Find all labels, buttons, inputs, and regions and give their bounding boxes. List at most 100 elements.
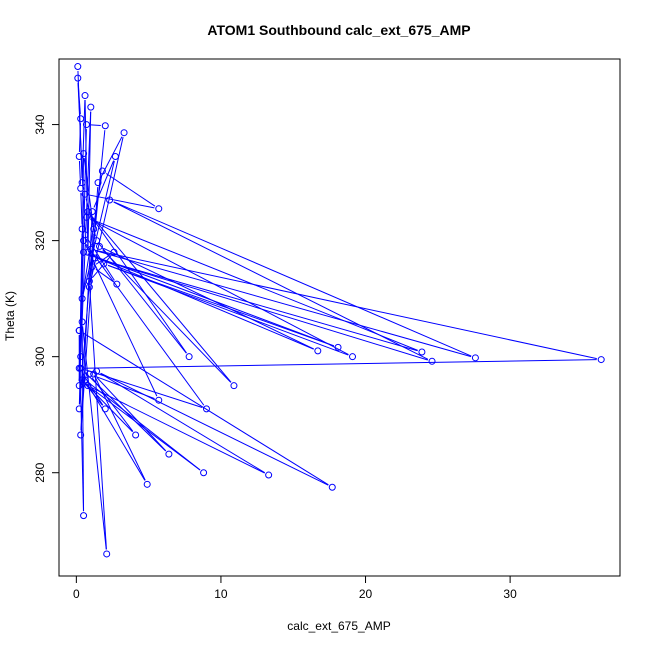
series-segment — [83, 359, 597, 369]
data-point — [334, 343, 342, 351]
data-point — [80, 512, 88, 520]
series-segment — [90, 124, 101, 126]
series-segment — [113, 201, 472, 357]
data-point — [265, 471, 273, 479]
y-tick-label: 280 — [33, 462, 47, 482]
data-point — [98, 167, 106, 175]
series-segment — [90, 219, 349, 356]
data-point — [106, 196, 114, 204]
series-segment — [77, 82, 81, 115]
series-segment — [90, 215, 187, 354]
data-point — [82, 213, 90, 221]
series-segment — [85, 198, 96, 237]
data-point — [81, 190, 89, 198]
data-point — [88, 208, 96, 216]
series-segment — [95, 254, 111, 265]
series-segment — [105, 173, 156, 207]
y-tick-label: 300 — [33, 346, 47, 366]
data-point — [103, 550, 111, 558]
series-segment — [91, 255, 112, 279]
data-point — [82, 121, 90, 129]
series-segment — [89, 285, 107, 550]
data-point — [132, 431, 140, 439]
series-segment — [87, 253, 314, 350]
data-point — [202, 405, 210, 413]
data-point — [81, 231, 89, 239]
data-point — [77, 115, 85, 123]
data-point — [428, 357, 436, 365]
series-segment — [81, 326, 85, 512]
series-segment — [80, 192, 83, 225]
data-point — [471, 354, 479, 362]
data-point — [349, 353, 357, 361]
data-point — [110, 248, 118, 256]
series-segment — [90, 214, 232, 383]
data-point — [81, 92, 89, 100]
series-segment — [100, 373, 266, 474]
series-segment — [100, 372, 329, 486]
series-segment — [113, 201, 429, 360]
data-point — [75, 152, 83, 160]
series-segment — [95, 249, 597, 360]
data-point — [78, 318, 86, 326]
series-segment — [95, 250, 472, 358]
chart-title: ATOM1 Southbound calc_ext_675_AMP — [207, 22, 470, 38]
series-segment — [96, 377, 167, 452]
data-point — [100, 260, 108, 268]
data-point — [84, 208, 92, 216]
data-point — [185, 353, 193, 361]
data-point — [78, 295, 86, 303]
series-segment — [99, 136, 123, 179]
data-point — [93, 237, 101, 245]
series-segment — [78, 233, 83, 382]
data-point — [314, 347, 322, 355]
series-segment — [84, 382, 133, 433]
data-point — [143, 480, 151, 488]
series-segment — [95, 268, 114, 282]
series-segment — [78, 129, 87, 405]
series-segment — [89, 194, 155, 209]
data-point — [78, 225, 86, 233]
series-segment — [88, 382, 201, 471]
data-point — [91, 254, 99, 262]
series-segment — [107, 264, 349, 356]
data-point — [113, 280, 121, 288]
data-point — [230, 382, 238, 390]
series-segment — [77, 82, 86, 231]
data-point — [597, 356, 605, 364]
data-point — [85, 370, 93, 378]
x-tick-label: 20 — [359, 587, 373, 601]
series-segment — [91, 387, 201, 471]
data-point — [84, 382, 92, 390]
data-point — [87, 245, 95, 253]
data-point — [75, 405, 83, 413]
series-segment — [107, 264, 334, 347]
series-segment — [89, 136, 124, 283]
data-point — [418, 348, 426, 356]
data-point — [111, 152, 119, 160]
series-segment — [82, 175, 103, 295]
series-segment — [82, 326, 107, 550]
y-tick-label: 340 — [33, 114, 47, 134]
x-tick-label: 0 — [73, 587, 80, 601]
series-layer — [74, 63, 605, 558]
data-point — [75, 327, 83, 335]
series-segment — [82, 332, 329, 486]
data-point — [120, 129, 128, 137]
data-point — [87, 103, 95, 111]
data-point — [165, 450, 173, 458]
series-segment — [87, 253, 335, 347]
data-point — [200, 469, 208, 477]
data-point — [328, 483, 336, 491]
data-point — [75, 382, 83, 390]
data-point — [88, 263, 96, 271]
data-point — [93, 367, 101, 375]
data-point — [95, 242, 103, 250]
series-segment — [81, 100, 86, 179]
series-segment — [91, 387, 265, 474]
series-segment — [93, 160, 115, 208]
series-segment — [85, 243, 205, 406]
y-tick-label: 320 — [33, 230, 47, 250]
data-point — [155, 205, 163, 213]
data-point — [155, 396, 163, 404]
